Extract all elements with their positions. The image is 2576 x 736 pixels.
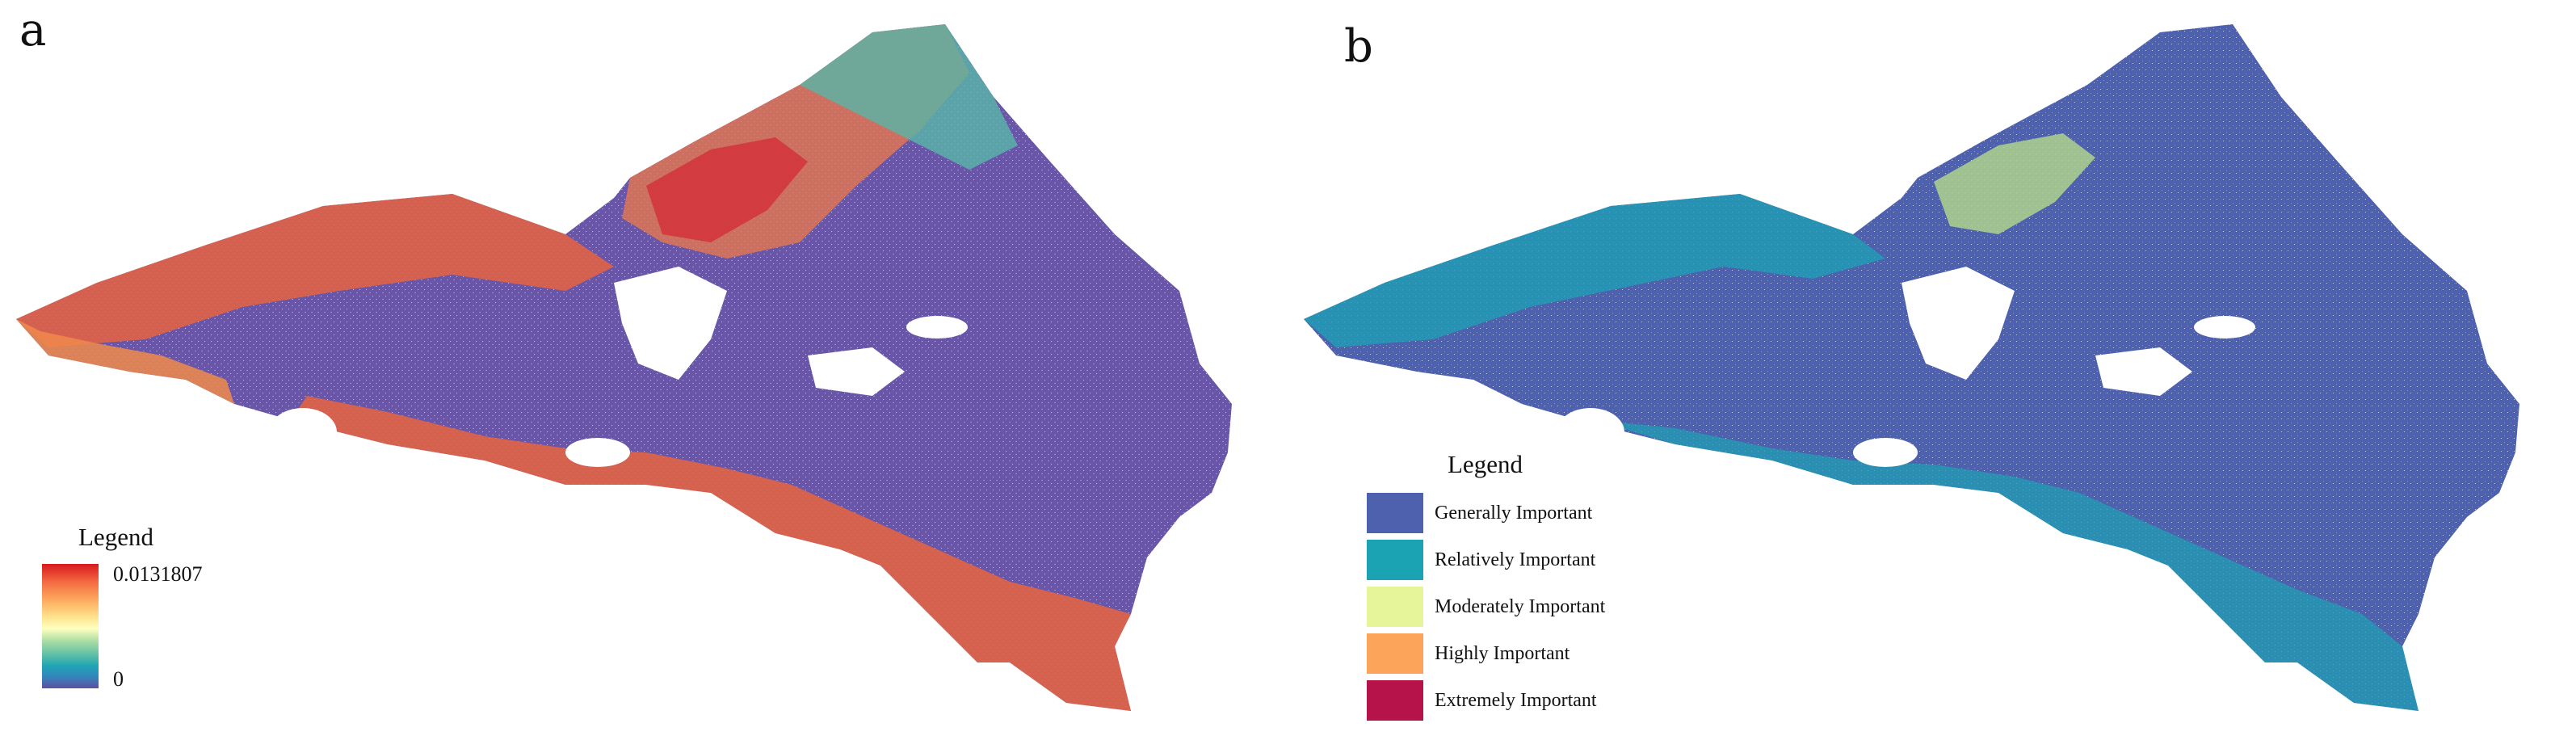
legend-swatch [1367, 540, 1423, 580]
region-northeast-teal [800, 24, 1018, 170]
legend-label: Generally Important [1435, 502, 1593, 524]
lake-west [1557, 408, 1624, 456]
legend-label: Relatively Important [1435, 549, 1596, 570]
map-classified-importance [1304, 24, 2519, 711]
region-northwest-high [16, 194, 614, 347]
panel-label-b: b [1344, 20, 1373, 73]
legend-swatch [1367, 493, 1423, 533]
region-south-relative [1595, 420, 2418, 711]
legend-label: Extremely Important [1435, 689, 1597, 711]
legend-min-value: 0 [113, 667, 124, 691]
region-south-high [291, 396, 1131, 711]
region-north-moderate [1934, 133, 2095, 234]
lake-south [1853, 438, 1918, 467]
panel-label-a: a [19, 4, 47, 57]
lake-south [565, 438, 630, 467]
lake-east-small [906, 316, 968, 339]
lake-central [1902, 267, 2015, 380]
legend-item-extremely-important: Extremely Important [1367, 680, 1597, 721]
panel-a: a Legend 0.0131807 0 [16, 4, 1232, 711]
legend-swatch [1367, 587, 1423, 627]
lake-west [269, 408, 337, 456]
region-north-peak [646, 137, 808, 242]
legend-label: Highly Important [1435, 642, 1570, 664]
legend-title: Legend [78, 523, 153, 551]
lake-central [614, 267, 727, 380]
region-landmass [16, 24, 1232, 711]
region-west-high [16, 319, 234, 404]
lake-east-small [2194, 316, 2255, 339]
legend-color-ramp [42, 564, 99, 688]
legend-title: Legend [1448, 450, 1523, 478]
legend-swatch [1367, 680, 1423, 721]
region-northwest-relative [1304, 194, 1885, 347]
panel-b: b Legend Generally Important Relatively … [1288, 0, 2576, 736]
map-continuous-importance [16, 24, 1232, 711]
legend-label: Moderately Important [1435, 595, 1606, 617]
legend-item-moderately-important: Moderately Important [1367, 587, 1605, 627]
legend-swatch [1367, 633, 1423, 674]
legend-item-generally-important: Generally Important [1367, 493, 1592, 533]
legend-max-value: 0.0131807 [113, 562, 203, 586]
region-landmass [1304, 24, 2519, 711]
legend-item-relatively-important: Relatively Important [1367, 540, 1595, 580]
legend-item-highly-important: Highly Important [1367, 633, 1570, 674]
lake-east [2095, 347, 2192, 396]
lake-east [808, 347, 905, 396]
